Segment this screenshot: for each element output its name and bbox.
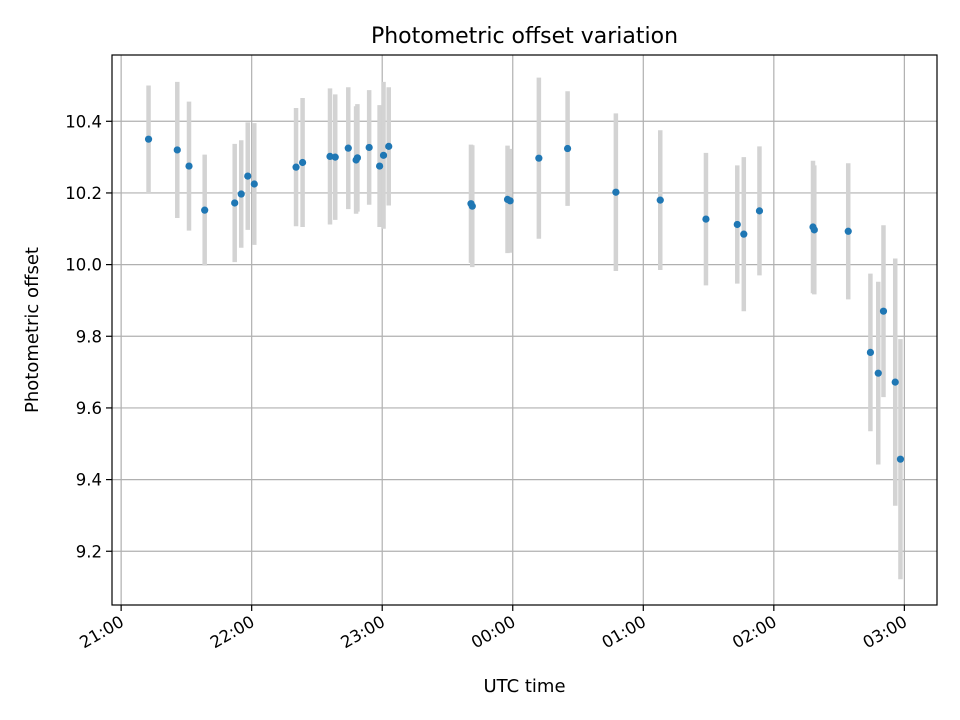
data-point: [844, 227, 852, 235]
data-point: [353, 154, 362, 162]
x-tick-label: 01:00: [599, 612, 650, 652]
data-point: [891, 378, 899, 386]
plot-area: [112, 55, 937, 605]
data-points: [144, 135, 905, 463]
data-point: [244, 172, 252, 180]
x-tick-label: 21:00: [76, 612, 127, 652]
data-point: [740, 230, 748, 238]
y-tick-label: 10.0: [65, 256, 102, 275]
data-point: [173, 146, 181, 154]
data-point: [365, 143, 373, 152]
data-point: [344, 144, 352, 152]
data-point: [612, 188, 620, 196]
data-point: [379, 151, 388, 159]
x-tick-label: 00:00: [468, 612, 519, 652]
y-tick-label: 9.8: [76, 327, 102, 346]
data-point: [231, 199, 239, 207]
data-point: [144, 135, 153, 143]
y-tick-label: 10.4: [65, 112, 102, 131]
data-point: [298, 158, 307, 167]
data-point: [702, 215, 710, 223]
data-point: [563, 144, 572, 153]
grid: [112, 55, 937, 605]
data-point: [535, 154, 543, 162]
data-point: [376, 162, 384, 170]
x-axis-label: UTC time: [483, 676, 565, 697]
data-point: [385, 142, 393, 150]
y-tick-label: 10.2: [65, 184, 102, 203]
axes-frame: [111, 54, 938, 606]
data-point: [896, 455, 905, 463]
x-tick-label: 02:00: [729, 612, 780, 652]
data-point: [468, 202, 476, 210]
data-point: [656, 196, 664, 204]
data-point: [201, 206, 209, 214]
data-point: [185, 162, 193, 170]
data-point: [506, 197, 514, 205]
data-point: [292, 163, 300, 171]
data-point: [733, 220, 741, 229]
y-tick-label: 9.2: [76, 542, 102, 561]
data-point: [250, 180, 258, 188]
y-tick-label: 9.6: [76, 399, 102, 418]
chart-title: Photometric offset variation: [371, 24, 678, 49]
data-point: [810, 226, 818, 234]
data-point: [755, 207, 764, 215]
data-point: [331, 153, 339, 161]
data-point: [874, 369, 882, 377]
y-tick-label: 9.4: [76, 471, 102, 490]
data-point: [237, 190, 245, 198]
x-tick-label: 22:00: [207, 612, 258, 652]
data-point: [866, 348, 875, 356]
data-point: [879, 307, 888, 315]
x-tick-label: 23:00: [338, 612, 389, 652]
y-axis-label: Photometric offset: [22, 247, 43, 413]
x-tick-label: 03:00: [860, 612, 911, 652]
